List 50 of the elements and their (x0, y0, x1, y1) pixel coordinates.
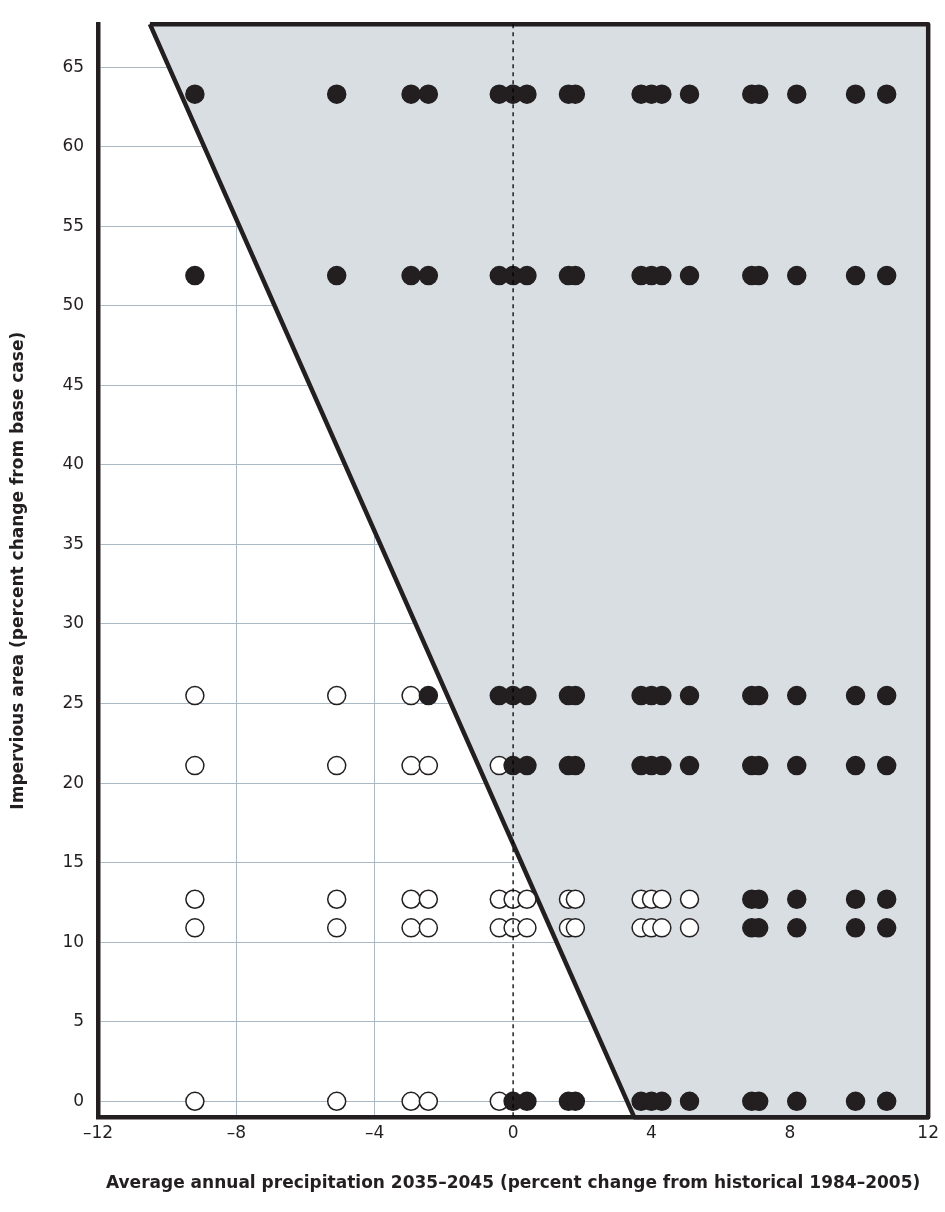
point (418, 1091, 439, 1112)
point (185, 755, 205, 776)
y-tick-label: 65 (62, 55, 85, 76)
y-tick-label: 60 (62, 135, 85, 156)
point (652, 918, 672, 938)
point (326, 918, 347, 938)
point (418, 889, 439, 909)
point (401, 918, 421, 938)
point (517, 918, 537, 938)
point (401, 685, 421, 706)
y-axis-title: Impervious area (percent change from base case) (6, 331, 27, 810)
point (185, 685, 205, 706)
y-tick-label: 55 (62, 214, 85, 235)
point (517, 889, 537, 909)
point (565, 889, 586, 909)
x-tick-label: –8 (226, 1121, 247, 1142)
y-tick-label: 15 (62, 851, 85, 872)
point (418, 918, 439, 938)
x-tick-label: 8 (784, 1121, 796, 1142)
y-tick-label: 30 (62, 612, 85, 633)
point (185, 918, 205, 938)
point (679, 889, 700, 909)
y-tick-label: 5 (73, 1010, 85, 1031)
point (185, 1091, 205, 1112)
y-tick-label: 20 (62, 771, 85, 792)
point (565, 918, 586, 938)
y-tick-label: 35 (62, 532, 85, 553)
point (652, 889, 672, 909)
point (185, 889, 205, 909)
y-tick-label: 10 (62, 930, 85, 951)
point (326, 755, 347, 776)
y-tick-label: 0 (73, 1089, 85, 1110)
y-tick-label: 45 (62, 373, 85, 394)
x-tick-label: –12 (82, 1121, 114, 1142)
y-tick-label: 25 (62, 691, 85, 712)
x-tick-label: 4 (646, 1121, 657, 1142)
point (401, 755, 421, 776)
x-tick-label: –4 (365, 1121, 385, 1142)
point (401, 889, 421, 909)
y-tick-label: 40 (62, 453, 85, 474)
point (326, 889, 347, 909)
point (679, 918, 700, 938)
y-tick-label: 50 (62, 294, 85, 315)
point (401, 1091, 421, 1112)
point (418, 755, 439, 776)
x-tick-label: 12 (917, 1121, 939, 1142)
point (326, 685, 347, 706)
point (326, 1091, 347, 1112)
x-axis-title: Average annual precipitation 2035–2045 (percent change from historical 1984–2005) (105, 1172, 921, 1193)
x-tick-label: 0 (507, 1121, 519, 1142)
